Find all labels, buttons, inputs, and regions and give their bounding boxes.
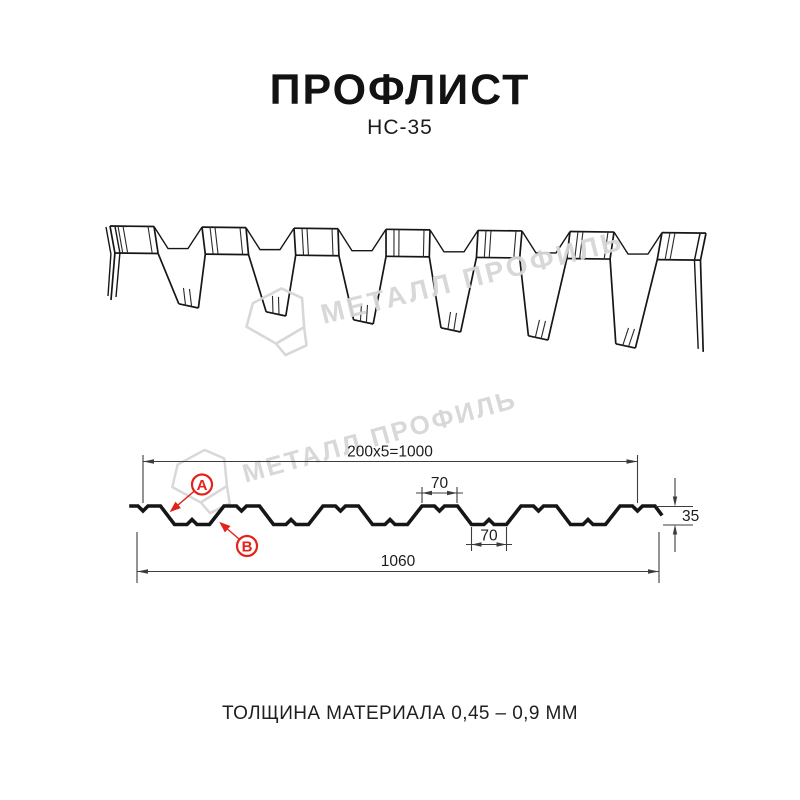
sheet3d-line <box>513 230 517 258</box>
sheet3d-line <box>528 335 549 341</box>
dim-rib-top-width: 70 <box>416 475 463 503</box>
metall-profil-logo-icon <box>171 448 231 515</box>
sheet3d-line <box>359 303 363 322</box>
sheet3d-line <box>699 232 707 352</box>
sheet3d-line <box>245 227 295 251</box>
watermark-lower: МЕТАЛЛ ПРОФИЛЬ <box>171 384 520 515</box>
sheet3d-line <box>661 231 707 235</box>
sheet3d-line <box>114 226 121 298</box>
metall-profil-logo-icon <box>245 287 308 357</box>
sheet3d-line <box>657 258 701 262</box>
sheet3d-line <box>365 304 369 323</box>
sheet3d-line <box>306 228 310 256</box>
sheet3d-line <box>239 227 244 255</box>
sheet3d-line <box>477 229 523 232</box>
sheet3d-line <box>429 229 479 253</box>
sheet3d-line <box>153 226 203 250</box>
sheet3d-line <box>447 311 452 331</box>
sheet3d-line <box>634 232 663 349</box>
sheet3d-line <box>521 230 571 254</box>
sheet3d-line <box>284 228 297 317</box>
callout-a-label: A <box>197 477 208 494</box>
profile-3d-drawing <box>105 225 707 352</box>
sheet3d-line <box>488 230 492 258</box>
sheet3d-line <box>293 227 339 230</box>
dim-rib-bottom-text: 70 <box>480 528 498 545</box>
sheet3d-line <box>476 256 520 259</box>
sheet3d-line <box>353 319 374 325</box>
dim-rib-bottom-width: 70 <box>466 527 512 551</box>
dim-coverage-text: 200x5=1000 <box>347 444 433 461</box>
sheet3d-line <box>534 319 541 339</box>
sheet3d-line <box>214 227 219 255</box>
sheet3d-line <box>483 230 487 258</box>
sheet3d-line <box>266 311 286 317</box>
sheet3d-line <box>301 228 305 256</box>
sheet3d-line <box>178 302 199 309</box>
sheet3d-line <box>386 255 430 258</box>
sheet3d-line <box>453 312 458 331</box>
sheet3d-line <box>201 226 247 229</box>
sheet3d-line <box>271 295 274 314</box>
sheet3d-line <box>540 320 547 339</box>
page-title: ПРОФЛИСТ <box>269 66 531 114</box>
sheet3d-line <box>331 228 334 256</box>
dim-profile-height: 35 <box>656 478 699 552</box>
sheet3d-line <box>105 226 112 297</box>
sheet3d-line <box>337 228 387 252</box>
dim-overall-text: 1060 <box>381 553 416 570</box>
sheet3d-line <box>197 227 207 309</box>
sheet3d-line <box>295 254 339 257</box>
sheet3d-line <box>440 327 461 333</box>
callout-b: B <box>219 521 259 558</box>
material-thickness-note: ТОЛЩИНА МАТЕРИАЛА 0,45 – 0,9 ММ <box>222 703 578 724</box>
sheet3d-line <box>277 296 280 315</box>
sheet3d-line <box>422 229 425 257</box>
sheet3d-line <box>603 231 609 260</box>
sheet3d-line <box>574 231 579 259</box>
cross-section-profile <box>129 504 664 527</box>
dim-overall-width: 1060 <box>136 532 660 583</box>
callout-b-circle <box>235 534 259 558</box>
sheet3d-line <box>613 231 663 255</box>
sheet3d-line <box>109 225 155 228</box>
sheet3d-line <box>628 328 636 347</box>
cross-section-drawing: 200x5=1000 70 70 <box>129 444 699 583</box>
sheet3d-line <box>372 229 387 325</box>
profile-model-subtitle: НС-35 <box>367 116 433 139</box>
sheet3d-line <box>669 232 676 260</box>
sheet3d-line <box>569 230 615 233</box>
sheet3d-line <box>122 226 129 254</box>
sheet3d-line <box>622 327 630 347</box>
dim-height-text: 35 <box>682 508 699 525</box>
sheet3d-line <box>147 226 153 254</box>
sheet3d-line <box>615 343 636 349</box>
sheet3d-line <box>188 288 193 307</box>
sheet3d-line <box>114 252 159 255</box>
dim-rib-top-text: 70 <box>431 475 449 492</box>
sheet3d-line <box>579 231 584 259</box>
callout-b-label: B <box>242 538 253 555</box>
sheet3d-line <box>385 228 431 231</box>
sheet3d-line <box>664 232 671 260</box>
sheet3d-line <box>566 257 611 260</box>
sheet3d-line <box>117 226 124 254</box>
watermark-text: МЕТАЛЛ ПРОФИЛЬ <box>239 384 520 489</box>
sheet3d-line <box>153 226 180 305</box>
callout-a: A <box>169 473 214 513</box>
sheet3d-line <box>693 233 701 349</box>
sheet3d-line <box>182 287 187 306</box>
callout-a-circle <box>190 473 214 496</box>
sheet3d-line <box>209 227 214 255</box>
dim-coverage-width: 200x5=1000 <box>142 444 639 503</box>
sheet3d-line <box>205 253 249 256</box>
